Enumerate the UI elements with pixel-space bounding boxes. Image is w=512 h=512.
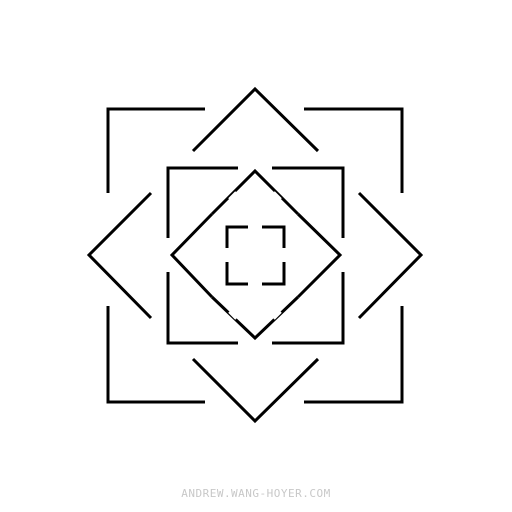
inner-diamond-gap-tl bbox=[228, 191, 239, 202]
inner-diamond-corner-top bbox=[210, 168, 300, 216]
inner-diamond-gap-tr bbox=[271, 191, 282, 202]
shape-group bbox=[86, 86, 424, 424]
outer-diamond-corner-left bbox=[86, 191, 153, 320]
outer-diamond-corner-bottom bbox=[191, 357, 320, 424]
inner-diamond-corner-left bbox=[169, 212, 214, 299]
outer-square-corner-br bbox=[304, 306, 404, 404]
center-square-corner-br bbox=[262, 262, 286, 286]
middle-square-corner-bl bbox=[166, 272, 238, 345]
center-square-corner-tr bbox=[262, 225, 286, 248]
inner-diamond-corner-right bbox=[296, 212, 343, 299]
outer-diamond-corner-right bbox=[357, 191, 424, 320]
inner-diamond-corner-bottom bbox=[210, 295, 300, 341]
middle-square-corner-br bbox=[272, 272, 345, 345]
middle-square-corner-tr bbox=[272, 166, 345, 238]
inner-diamond-gap-bl bbox=[228, 309, 239, 320]
inner-diamond-gap-br bbox=[271, 309, 282, 320]
outer-square-corner-tr bbox=[304, 107, 404, 193]
site-credit: ANDREW.WANG-HOYER.COM bbox=[181, 487, 331, 500]
outer-diamond-corner-top bbox=[191, 86, 320, 153]
center-square-corner-tl bbox=[225, 225, 248, 248]
center-square-corner-bl bbox=[225, 262, 248, 286]
outer-square-corner-tl bbox=[106, 107, 205, 193]
middle-square-corner-tl bbox=[166, 166, 238, 238]
outer-square-corner-bl bbox=[106, 306, 205, 404]
